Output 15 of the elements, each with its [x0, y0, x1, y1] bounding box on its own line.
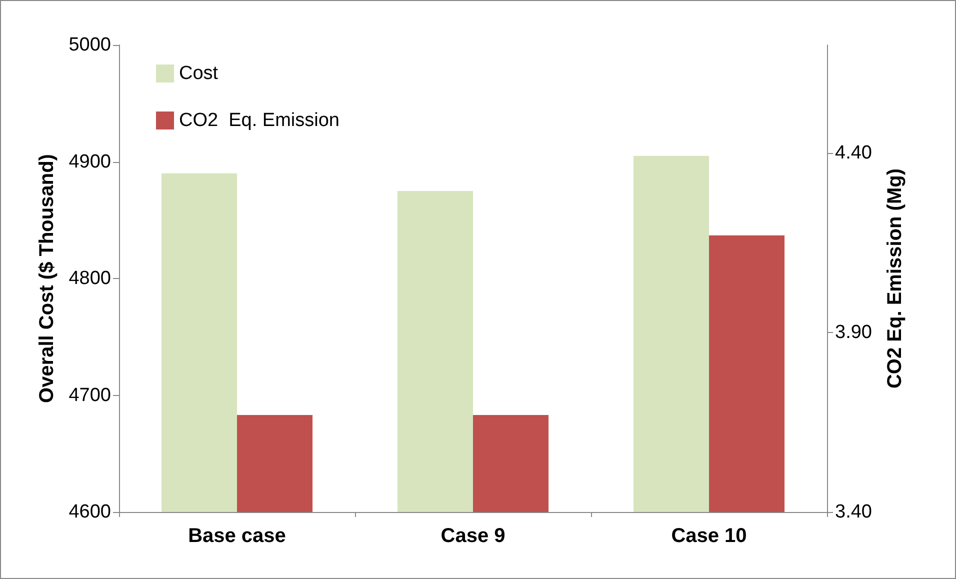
y-tick-label: 4900 [68, 151, 111, 172]
y2-tick-label: 3.90 [835, 322, 872, 343]
x-tick-label: Case 10 [671, 525, 747, 547]
y-tick-label: 5000 [68, 34, 111, 56]
legend-label: CO2 Eq. Emission [179, 110, 340, 131]
y2-tick-label: 4.40 [835, 142, 872, 164]
y-axis-title: Overall Cost ($ Thousand) [36, 154, 58, 403]
y-tick-label: 4800 [68, 268, 111, 289]
y2-tick-label: 3.40 [835, 502, 872, 522]
y-tick-label: 4600 [68, 502, 111, 522]
legend-label: Cost [179, 63, 219, 84]
y2-axis-title: CO2 Eq. Emission (Mg) [884, 168, 906, 389]
y-tick-label: 4700 [68, 384, 111, 406]
x-tick-label: Case 9 [440, 525, 506, 547]
x-tick-label: Base case [188, 525, 286, 547]
